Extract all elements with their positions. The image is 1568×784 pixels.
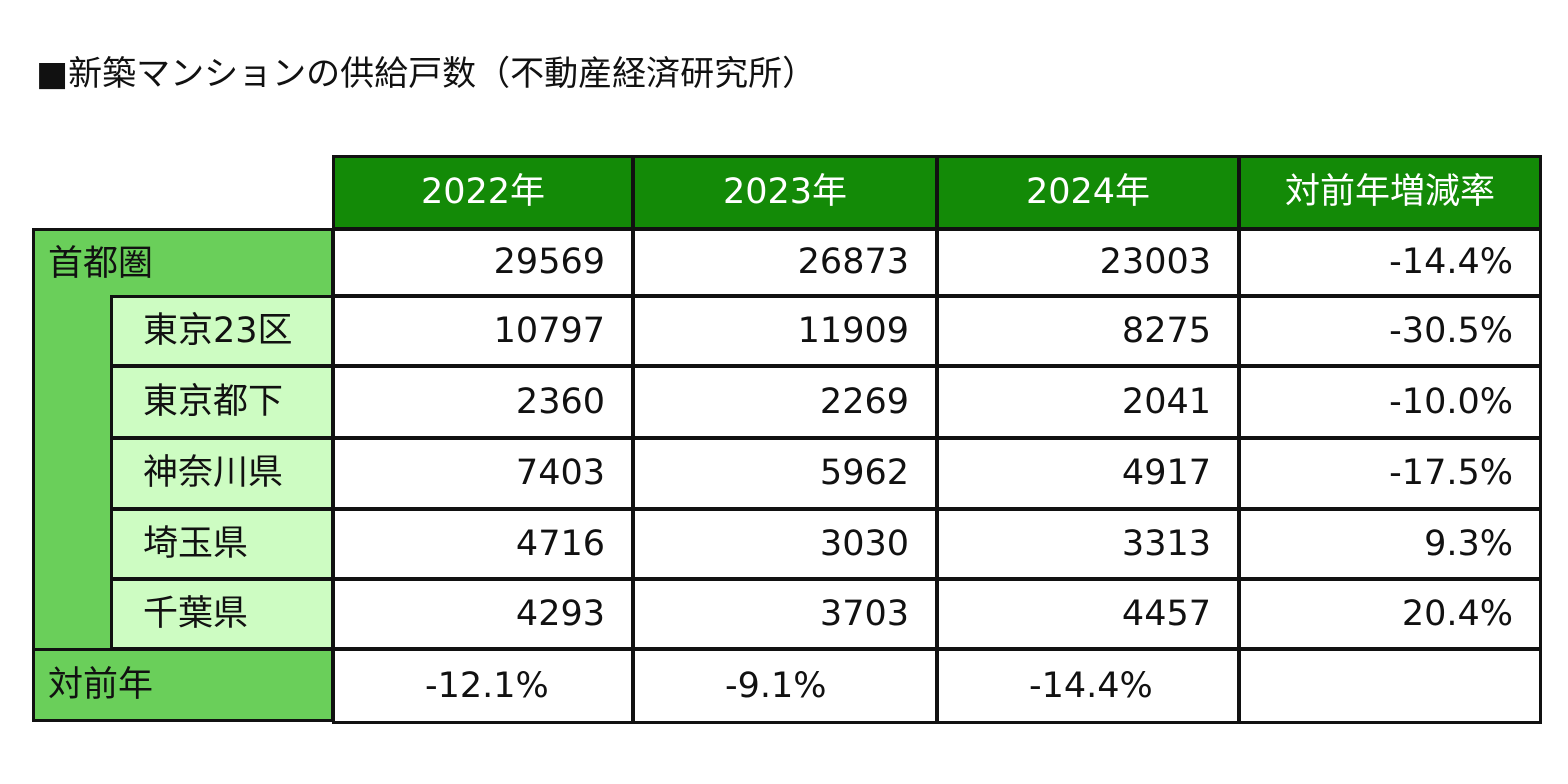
table-cell: 7403 [332, 437, 634, 510]
row-label: 首都圏 [48, 244, 154, 284]
table-cell: 4917 [936, 437, 1240, 510]
row-label: 東京都下 [110, 365, 334, 439]
row-label: 東京23区 [110, 295, 334, 367]
table-cell: 2041 [936, 365, 1240, 439]
table-cell: 9.3% [1238, 508, 1542, 580]
table-cell: 8275 [936, 295, 1240, 367]
table-cell: 29569 [332, 228, 634, 297]
table-cell: -10.0% [1238, 365, 1542, 439]
table-cell: 3030 [632, 508, 938, 580]
row-label: 千葉県 [110, 578, 334, 650]
table-cell: 5962 [632, 437, 938, 510]
footer-cell: -12.1% [332, 648, 634, 724]
table-cell: 11909 [632, 295, 938, 367]
column-header: 2024年 [936, 155, 1240, 230]
table-cell: 4293 [332, 578, 634, 650]
table-cell: 2269 [632, 365, 938, 439]
table-cell: 10797 [332, 295, 634, 367]
table-cell: 4457 [936, 578, 1240, 650]
table-cell: -30.5% [1238, 295, 1542, 367]
table-cell: 3313 [936, 508, 1240, 580]
row-label: 神奈川県 [110, 437, 334, 510]
table-cell: 3703 [632, 578, 938, 650]
table-cell: 2360 [332, 365, 634, 439]
table-cell: -14.4% [1238, 228, 1542, 297]
footer-cell: -14.4% [936, 648, 1240, 724]
table-cell: 4716 [332, 508, 634, 580]
column-header: 対前年増減率 [1238, 155, 1542, 230]
footer-cell [1238, 648, 1542, 724]
footer-label: 対前年 [48, 664, 154, 705]
table-title: ■新築マンションの供給戸数（不動産経済研究所） [36, 54, 817, 94]
column-header: 2023年 [632, 155, 938, 230]
table-cell: 23003 [936, 228, 1240, 297]
footer-cell: -9.1% [632, 648, 938, 724]
table-cell: 26873 [632, 228, 938, 297]
column-header: 2022年 [332, 155, 634, 230]
table-cell: 20.4% [1238, 578, 1542, 650]
row-label: 埼玉県 [110, 508, 334, 580]
table-cell: -17.5% [1238, 437, 1542, 510]
